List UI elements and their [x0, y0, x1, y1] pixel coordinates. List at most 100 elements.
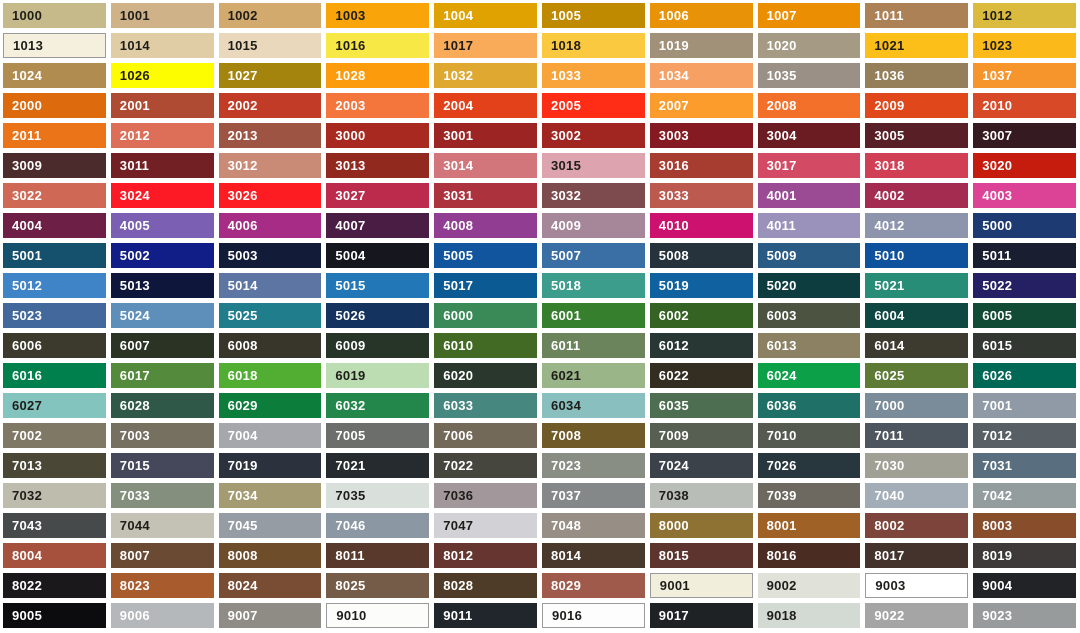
color-swatch-1026[interactable]: 1026	[110, 63, 214, 88]
color-swatch-5002[interactable]: 5002	[110, 243, 214, 268]
color-swatch-8016[interactable]: 8016	[757, 543, 861, 568]
color-swatch-5021[interactable]: 5021	[865, 273, 969, 298]
color-swatch-1012[interactable]: 1012	[973, 3, 1076, 28]
color-swatch-7030[interactable]: 7030	[865, 453, 969, 478]
color-swatch-6018[interactable]: 6018	[218, 363, 322, 388]
color-swatch-8029[interactable]: 8029	[542, 573, 645, 598]
color-swatch-3027[interactable]: 3027	[326, 183, 430, 208]
color-swatch-5008[interactable]: 5008	[649, 243, 753, 268]
color-swatch-6024[interactable]: 6024	[757, 363, 861, 388]
color-swatch-2009[interactable]: 2009	[865, 93, 969, 118]
color-swatch-1004[interactable]: 1004	[434, 3, 537, 28]
color-swatch-8017[interactable]: 8017	[865, 543, 969, 568]
color-swatch-2002[interactable]: 2002	[218, 93, 322, 118]
color-swatch-1023[interactable]: 1023	[973, 33, 1076, 58]
color-swatch-3026[interactable]: 3026	[218, 183, 322, 208]
color-swatch-8007[interactable]: 8007	[110, 543, 214, 568]
color-swatch-7035[interactable]: 7035	[326, 483, 430, 508]
color-swatch-3004[interactable]: 3004	[757, 123, 861, 148]
color-swatch-1017[interactable]: 1017	[434, 33, 537, 58]
color-swatch-9017[interactable]: 9017	[649, 603, 753, 628]
color-swatch-5000[interactable]: 5000	[973, 213, 1076, 238]
color-swatch-7048[interactable]: 7048	[542, 513, 645, 538]
color-swatch-7024[interactable]: 7024	[649, 453, 753, 478]
color-swatch-7013[interactable]: 7013	[3, 453, 106, 478]
color-swatch-5024[interactable]: 5024	[110, 303, 214, 328]
color-swatch-1027[interactable]: 1027	[218, 63, 322, 88]
color-swatch-9011[interactable]: 9011	[434, 603, 537, 628]
color-swatch-2011[interactable]: 2011	[3, 123, 106, 148]
color-swatch-5005[interactable]: 5005	[434, 243, 537, 268]
color-swatch-3024[interactable]: 3024	[110, 183, 214, 208]
color-swatch-1006[interactable]: 1006	[649, 3, 753, 28]
color-swatch-7015[interactable]: 7015	[110, 453, 214, 478]
color-swatch-2007[interactable]: 2007	[649, 93, 753, 118]
color-swatch-5026[interactable]: 5026	[326, 303, 430, 328]
color-swatch-1024[interactable]: 1024	[3, 63, 106, 88]
color-swatch-1036[interactable]: 1036	[865, 63, 969, 88]
color-swatch-3033[interactable]: 3033	[649, 183, 753, 208]
color-swatch-8002[interactable]: 8002	[865, 513, 969, 538]
color-swatch-9006[interactable]: 9006	[110, 603, 214, 628]
color-swatch-8019[interactable]: 8019	[973, 543, 1076, 568]
color-swatch-1028[interactable]: 1028	[326, 63, 430, 88]
color-swatch-5007[interactable]: 5007	[542, 243, 645, 268]
color-swatch-3017[interactable]: 3017	[757, 153, 861, 178]
color-swatch-6000[interactable]: 6000	[434, 303, 537, 328]
color-swatch-6020[interactable]: 6020	[434, 363, 537, 388]
color-swatch-9023[interactable]: 9023	[973, 603, 1076, 628]
color-swatch-5020[interactable]: 5020	[757, 273, 861, 298]
color-swatch-3001[interactable]: 3001	[434, 123, 537, 148]
color-swatch-7031[interactable]: 7031	[973, 453, 1076, 478]
color-swatch-8004[interactable]: 8004	[3, 543, 106, 568]
color-swatch-7043[interactable]: 7043	[3, 513, 106, 538]
color-swatch-5001[interactable]: 5001	[3, 243, 106, 268]
color-swatch-6013[interactable]: 6013	[757, 333, 861, 358]
color-swatch-5010[interactable]: 5010	[865, 243, 969, 268]
color-swatch-7034[interactable]: 7034	[218, 483, 322, 508]
color-swatch-4001[interactable]: 4001	[757, 183, 861, 208]
color-swatch-4012[interactable]: 4012	[865, 213, 969, 238]
color-swatch-6033[interactable]: 6033	[434, 393, 537, 418]
color-swatch-5017[interactable]: 5017	[434, 273, 537, 298]
color-swatch-1005[interactable]: 1005	[542, 3, 645, 28]
color-swatch-6022[interactable]: 6022	[649, 363, 753, 388]
color-swatch-1020[interactable]: 1020	[757, 33, 861, 58]
color-swatch-5011[interactable]: 5011	[973, 243, 1076, 268]
color-swatch-1015[interactable]: 1015	[218, 33, 322, 58]
color-swatch-4002[interactable]: 4002	[865, 183, 969, 208]
color-swatch-6001[interactable]: 6001	[542, 303, 645, 328]
color-swatch-6007[interactable]: 6007	[110, 333, 214, 358]
color-swatch-7011[interactable]: 7011	[865, 423, 969, 448]
color-swatch-9001[interactable]: 9001	[649, 573, 753, 598]
color-swatch-7012[interactable]: 7012	[973, 423, 1076, 448]
color-swatch-6035[interactable]: 6035	[649, 393, 753, 418]
color-swatch-8003[interactable]: 8003	[973, 513, 1076, 538]
color-swatch-1014[interactable]: 1014	[110, 33, 214, 58]
color-swatch-8022[interactable]: 8022	[3, 573, 106, 598]
color-swatch-4005[interactable]: 4005	[110, 213, 214, 238]
color-swatch-8001[interactable]: 8001	[757, 513, 861, 538]
color-swatch-8012[interactable]: 8012	[434, 543, 537, 568]
color-swatch-1001[interactable]: 1001	[110, 3, 214, 28]
color-swatch-8011[interactable]: 8011	[326, 543, 430, 568]
color-swatch-3016[interactable]: 3016	[649, 153, 753, 178]
color-swatch-5018[interactable]: 5018	[542, 273, 645, 298]
color-swatch-7026[interactable]: 7026	[757, 453, 861, 478]
color-swatch-7006[interactable]: 7006	[434, 423, 537, 448]
color-swatch-1021[interactable]: 1021	[865, 33, 969, 58]
color-swatch-4006[interactable]: 4006	[218, 213, 322, 238]
color-swatch-3013[interactable]: 3013	[326, 153, 430, 178]
color-swatch-1018[interactable]: 1018	[542, 33, 645, 58]
color-swatch-7033[interactable]: 7033	[110, 483, 214, 508]
color-swatch-1013[interactable]: 1013	[3, 33, 106, 58]
color-swatch-7046[interactable]: 7046	[326, 513, 430, 538]
color-swatch-3032[interactable]: 3032	[542, 183, 645, 208]
color-swatch-5003[interactable]: 5003	[218, 243, 322, 268]
color-swatch-5012[interactable]: 5012	[3, 273, 106, 298]
color-swatch-7021[interactable]: 7021	[326, 453, 430, 478]
color-swatch-9010[interactable]: 9010	[326, 603, 430, 628]
color-swatch-1000[interactable]: 1000	[3, 3, 106, 28]
color-swatch-6011[interactable]: 6011	[542, 333, 645, 358]
color-swatch-7042[interactable]: 7042	[973, 483, 1076, 508]
